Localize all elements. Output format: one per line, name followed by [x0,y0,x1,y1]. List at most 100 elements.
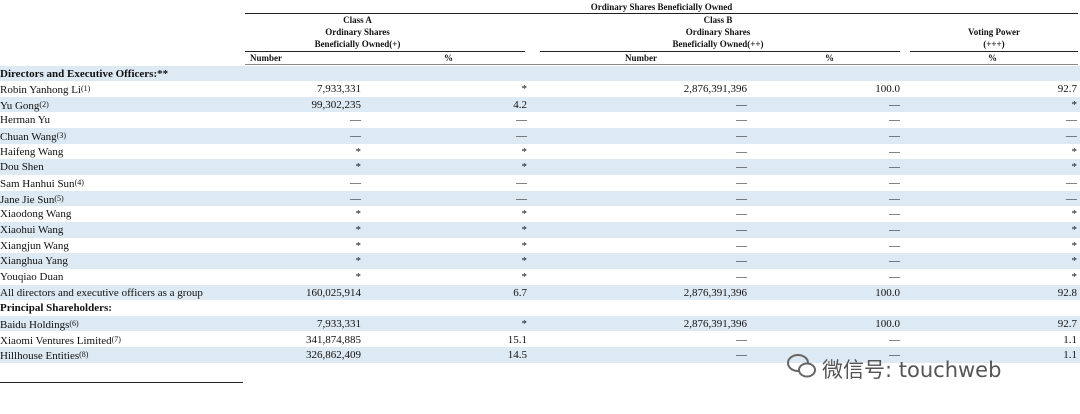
table-row: Directors and Executive Officers:** [0,65,1080,82]
cell-value: * [355,161,362,174]
cell-value: 1.1 [1063,349,1077,362]
name: Xiaohui Wang [0,224,64,236]
cell-value: 341,874,885 [306,333,361,346]
name: Hillhouse Entities [0,350,80,363]
cell-value: — [736,98,747,111]
header-line: Beneficially Owned(++) [672,39,764,49]
row-label: Xiaomi Ventures Limited(7) [0,333,121,348]
cell-value: * [1071,161,1078,174]
table-title: Ordinary Shares Beneficially Owned [590,2,733,12]
table-row: All directors and executive officers as … [0,284,1080,301]
cell-value: 2,876,391,396 [683,317,747,330]
row-label: Haifeng Wang [0,145,63,159]
cell-value: * [1071,224,1078,236]
rule [245,13,1078,14]
cell-value: * [1071,270,1078,283]
row-label: Xianghua Yang [0,254,68,268]
cell-value: 100.0 [875,286,900,299]
cell-value: * [521,83,528,96]
cell-value: — [736,270,747,283]
cell-value: 92.7 [1057,83,1077,96]
row-label: Xiaodong Wang [0,207,71,221]
name: Baidu Holdings [0,318,70,331]
table-row: Xiaohui Wang * * — — * [0,222,1080,238]
column-header: % [988,53,997,63]
group-header: Voting Power (+++) [910,26,1078,50]
cell-value: — [736,177,747,190]
cell-value: — [350,192,361,205]
footnote-marker: (7) [111,334,121,344]
cell-value: * [355,270,362,283]
row-label: Xiangjun Wang [0,239,69,253]
cell-value: — [1066,192,1077,205]
table-row: Haifeng Wang * * — — * [0,144,1080,160]
cell-value: — [889,192,900,205]
section-heading: Principal Shareholders: [0,302,112,315]
row-label: Hillhouse Entities(8) [0,348,88,363]
rule [245,51,525,52]
name: Sam Hanhui Sun [0,178,75,191]
cell-value: — [889,114,900,127]
name: Youqiao Duan [0,270,64,283]
cell-value: 100.0 [875,317,900,330]
cell-value: * [1071,208,1078,221]
cell-value: — [736,224,747,236]
row-label: Sam Hanhui Sun(4) [0,176,84,191]
cell-value: — [889,208,900,221]
watermark: 微信号: touchweb [822,358,1002,382]
row-label: Jane Jie Sun(5) [0,192,64,207]
cell-value: — [736,161,747,174]
cell-value: — [736,130,747,143]
name: Xiaodong Wang [0,208,72,221]
footnote-marker: (2) [39,99,49,109]
name: Xiaomi Ventures Limited [0,334,112,347]
column-header: Number [625,53,657,63]
section-heading: Directors and Executive Officers:** [0,67,169,80]
table-row: Robin Yanhong Li(1) 7,933,331 * 2,876,391,3… [0,81,1080,97]
cell-value: 99,302,235 [311,98,362,111]
header-line: Beneficially Owned(+) [314,39,401,49]
cell-value: — [736,333,747,346]
rule [540,51,900,52]
name: Xiangjun Wang [0,239,69,252]
row-label: Xiaohui Wang [0,223,63,237]
table-row: Baidu Holdings(6) 7,933,331 * 2,876,391,396… [0,315,1080,332]
table-row: Chuan Wang(3) — — — — — [0,128,1080,144]
cell-value: * [521,255,528,268]
cell-value: * [355,145,362,158]
cell-value: — [889,145,900,158]
table-row: Xiaodong Wang * * — — * [0,206,1080,222]
table-row: Xianghua Yang * * — — * [0,253,1080,269]
name: Haifeng Wang [0,145,64,158]
cell-value: * [1071,255,1078,268]
name: Yu Gong [0,99,40,112]
cell-value: 14.5 [507,349,527,362]
cell-value: * [355,255,362,268]
cell-value: * [1071,239,1078,252]
cell-value: * [521,270,528,283]
table-row: Principal Shareholders: [0,300,1080,316]
cell-value: — [1066,177,1077,190]
cell-value: 7,933,331 [317,83,361,96]
header-line: Voting Power [968,27,1020,37]
cell-value: — [889,224,900,236]
cell-value: * [355,239,362,252]
cell-value: — [736,208,747,221]
cell-value: — [736,114,747,127]
cell-value: * [1071,145,1078,158]
watermark-icon [787,354,816,378]
cell-value: — [516,114,527,127]
table-row: Sam Hanhui Sun(4) — — — — — [0,175,1080,191]
cell-value: 7,933,331 [317,317,361,330]
cell-value: — [889,255,900,268]
name: Chuan Wang [0,131,57,144]
name: Xianghua Yang [0,255,68,268]
cell-value: 2,876,391,396 [683,83,747,96]
group-header: Class B Ordinary Shares Beneficially Own… [600,14,836,50]
cell-value: * [521,239,528,252]
footnote-marker: (6) [69,318,79,328]
cell-value: * [355,224,362,236]
footnote-marker: (8) [79,350,89,360]
footnote-marker: (1) [81,84,91,94]
